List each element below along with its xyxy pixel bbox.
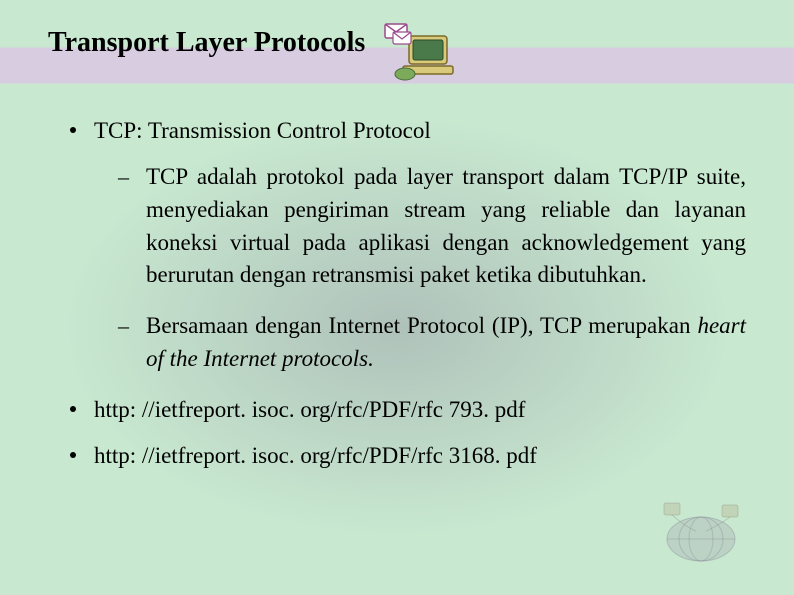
bullet-text: http: //ietfreport. isoc. org/rfc/PDF/rf…	[94, 397, 525, 422]
sub-bullet-text-pre: Bersamaan dengan Internet Protocol (IP),…	[146, 313, 697, 338]
bullet-text: TCP: Transmission Control Protocol	[94, 118, 431, 143]
slide-container: Transport Layer Protocols TCP: Transmiss…	[0, 0, 794, 595]
bullet-text: http: //ietfreport. isoc. org/rfc/PDF/rf…	[94, 443, 537, 468]
bullet-item: TCP: Transmission Control Protocol TCP a…	[70, 114, 746, 375]
sub-bullet-item: TCP adalah protokol pada layer transport…	[118, 161, 746, 292]
bullet-item: http: //ietfreport. isoc. org/rfc/PDF/rf…	[70, 439, 746, 472]
bullet-list-level1: TCP: Transmission Control Protocol TCP a…	[70, 114, 746, 472]
bullet-item: http: //ietfreport. isoc. org/rfc/PDF/rf…	[70, 393, 746, 426]
title-row: Transport Layer Protocols	[48, 22, 746, 84]
network-globe-icon	[656, 499, 746, 567]
slide-title: Transport Layer Protocols	[48, 22, 365, 60]
sub-bullet-text: TCP adalah protokol pada layer transport…	[146, 164, 746, 287]
slide-content: TCP: Transmission Control Protocol TCP a…	[48, 114, 746, 472]
sub-bullet-item: Bersamaan dengan Internet Protocol (IP),…	[118, 310, 746, 375]
bullet-list-level2: TCP adalah protokol pada layer transport…	[118, 161, 746, 375]
computer-mail-icon	[379, 22, 463, 84]
